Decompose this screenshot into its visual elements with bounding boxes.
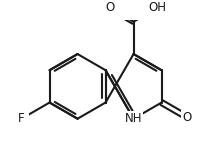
Text: O: O [105, 2, 114, 14]
Text: NH: NH [125, 112, 142, 125]
Text: OH: OH [148, 2, 166, 14]
Text: O: O [182, 111, 191, 124]
Text: F: F [18, 112, 25, 125]
